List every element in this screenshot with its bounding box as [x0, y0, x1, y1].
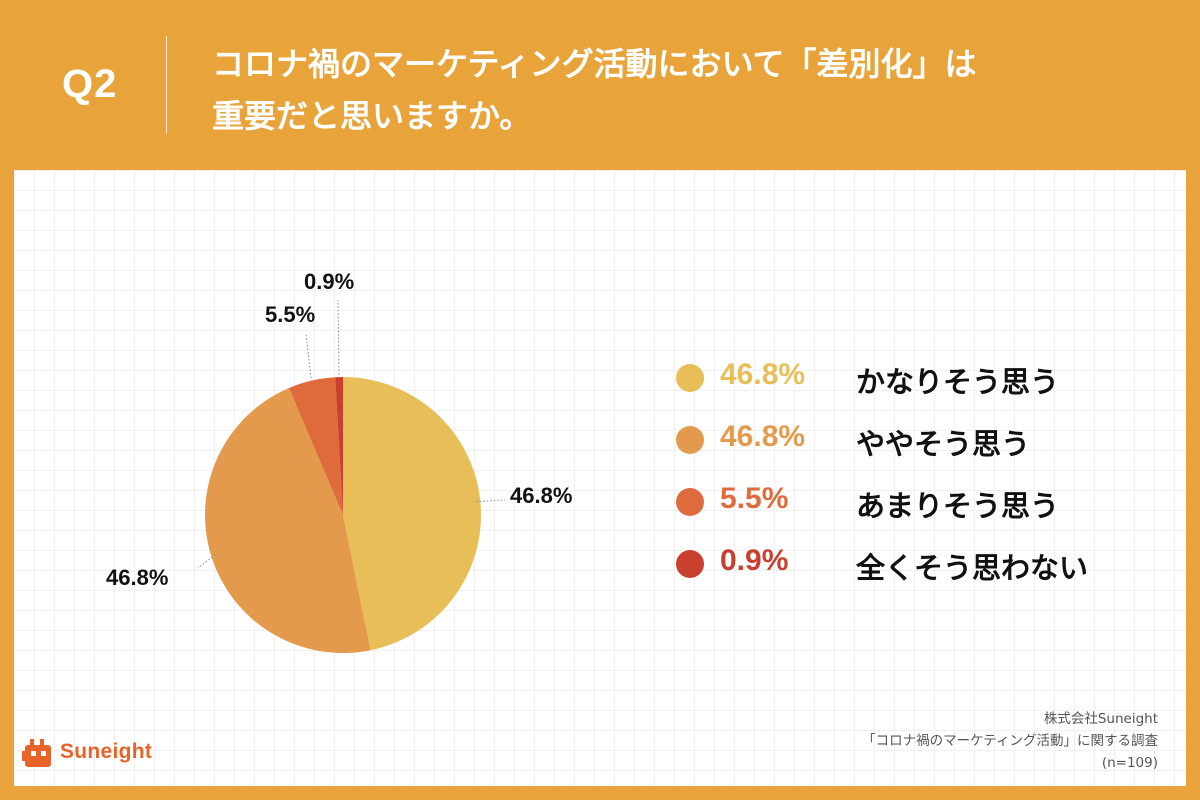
legend-dot [676, 426, 704, 454]
suneight-logo: Suneight [22, 734, 162, 774]
question-number: Q2 [62, 62, 118, 106]
data-label: 46.8% [510, 483, 572, 508]
source-survey: 「コロナ禍のマーケティング活動」に関する調査 [862, 733, 1158, 749]
source-sample-size: (n=109) [1101, 755, 1158, 771]
source-company: 株式会社Suneight [1043, 711, 1158, 727]
slice-not-at-all [335, 377, 343, 515]
legend-dot [676, 488, 704, 516]
legend-percent: 5.5% [720, 482, 789, 515]
legend-percent: 0.9% [720, 544, 789, 577]
legend-dot [676, 364, 704, 392]
data-label: 5.5% [265, 302, 315, 327]
source-note: 株式会社Suneight 「コロナ禍のマーケティング活動」に関する調査 (n=1… [862, 708, 1158, 774]
header-divider [166, 36, 167, 134]
slice-somewhat [205, 388, 371, 653]
data-label: 0.9% [304, 269, 354, 294]
legend-percent: 46.8% [720, 420, 806, 453]
leader-line [476, 499, 506, 503]
leader-line [305, 333, 312, 378]
header: Q2 コロナ禍のマーケティング活動において「差別化」は 重要だと思いますか。 [0, 0, 1200, 170]
leader-line [197, 554, 216, 569]
chart-panel [14, 170, 1186, 786]
logo-text: Suneight [60, 740, 153, 763]
legend-label: ややそう思う [856, 427, 1031, 461]
legend-dot [676, 550, 704, 578]
question-title: コロナ禍のマーケティング活動において「差別化」は 重要だと思いますか。 [212, 38, 1172, 142]
question-line-1: コロナ禍のマーケティング活動において「差別化」は [212, 45, 977, 83]
slice-not-much [288, 377, 343, 515]
legend-label: かなりそう思う [856, 365, 1060, 399]
legend-label: 全くそう思わない [856, 551, 1089, 585]
suneight-logo-icon [22, 739, 51, 767]
legend-percent: 46.8% [720, 358, 806, 391]
legend-label: あまりそう思う [856, 489, 1060, 523]
question-line-2: 重要だと思いますか。 [212, 97, 532, 135]
leader-line [337, 299, 340, 375]
data-label: 46.8% [106, 565, 168, 590]
slice-very-much [343, 377, 482, 651]
